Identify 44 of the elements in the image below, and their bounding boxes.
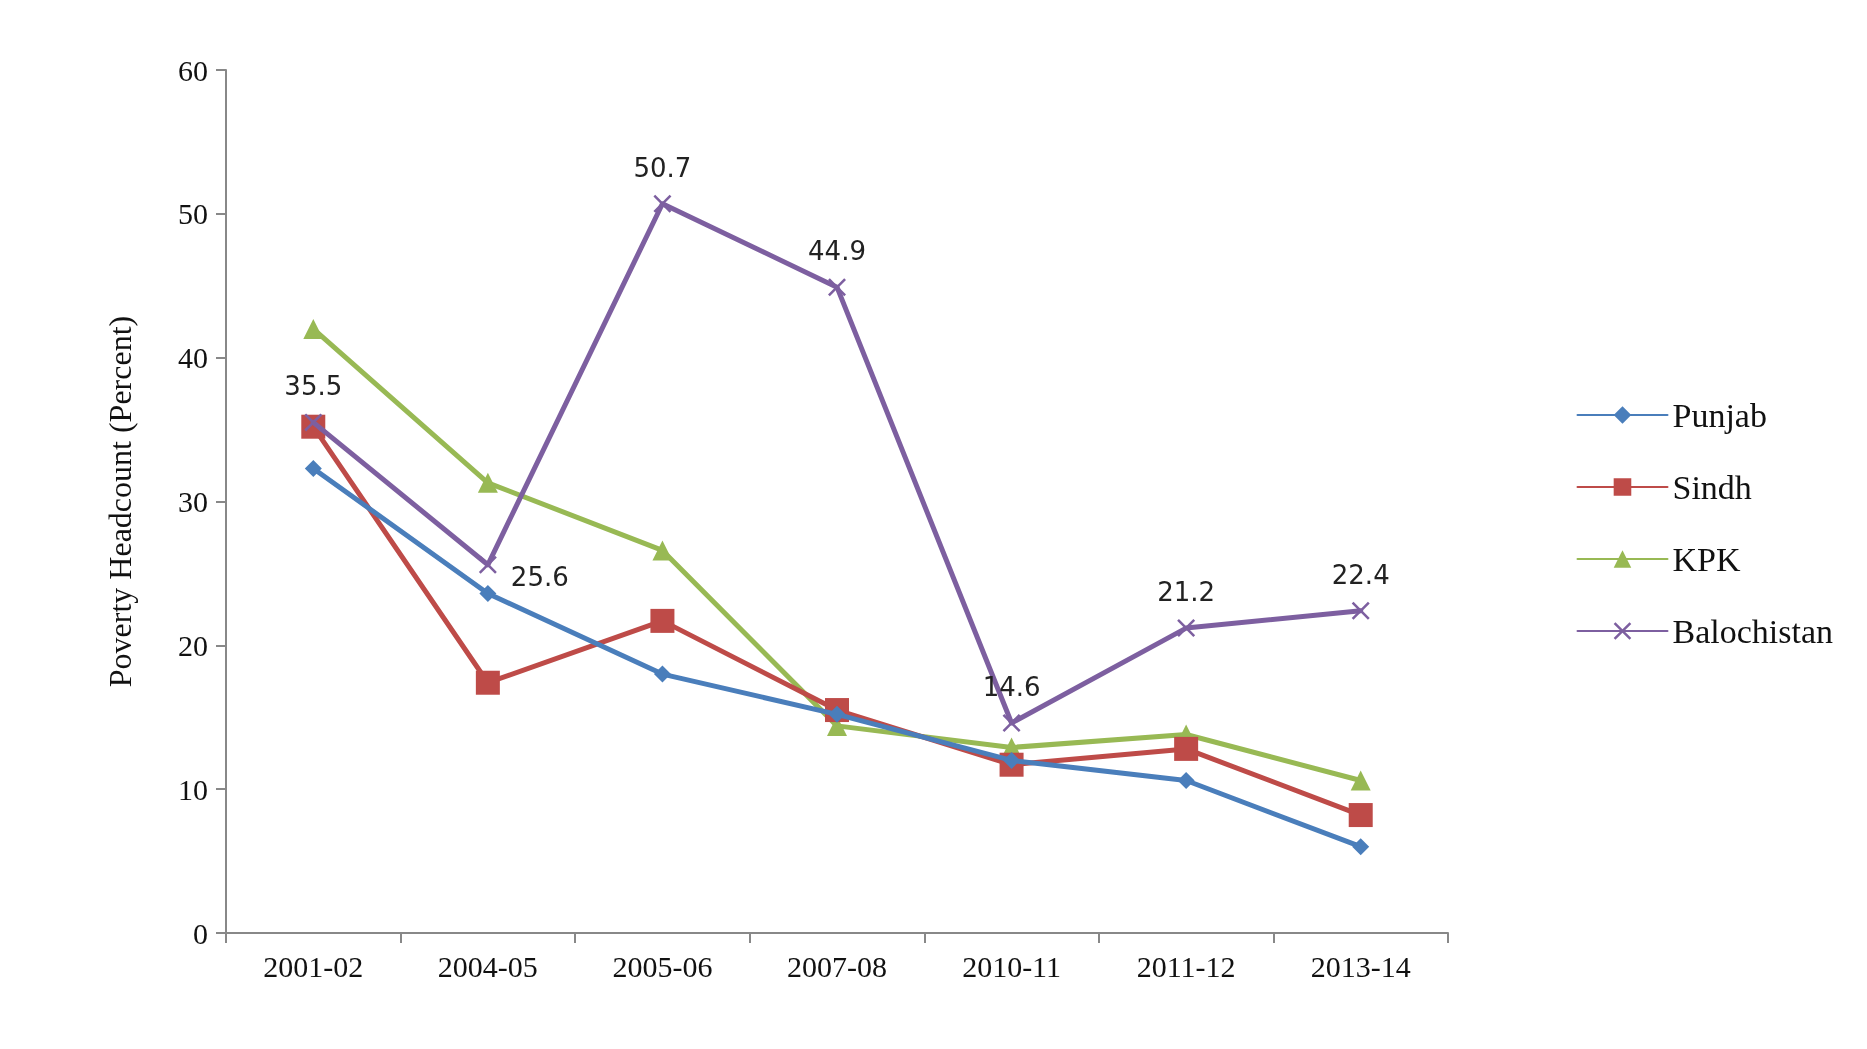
point: [653, 665, 671, 683]
data-label: 44.9: [808, 236, 866, 267]
legend-label: Balochistan: [1672, 612, 1834, 650]
data-label: 35.5: [284, 371, 343, 402]
x-tick-label: 2013-14: [1310, 949, 1411, 983]
point: [653, 194, 672, 213]
point: [650, 608, 675, 633]
point: [303, 318, 324, 339]
point: [477, 472, 498, 493]
data-label: 22.4: [1331, 559, 1390, 590]
point: [304, 459, 322, 477]
point: [1352, 838, 1370, 856]
data-label: 25.6: [510, 561, 569, 592]
x-tick-label: 2007-08: [787, 949, 887, 983]
legend-label: Punjab: [1672, 396, 1767, 434]
x-tick-label: 2011-12: [1136, 949, 1236, 983]
y-axis-title: Poverty Headcount (Percent): [102, 315, 138, 688]
point: [652, 540, 673, 561]
point: [1177, 772, 1195, 790]
y-tick-label: 60: [178, 53, 208, 87]
point: [1350, 770, 1371, 791]
x-tick-label: 2001-02: [263, 949, 364, 983]
point: [1174, 736, 1199, 761]
data-label: 21.2: [1157, 577, 1216, 608]
y-tick-label: 20: [178, 628, 208, 662]
legend-label: Sindh: [1672, 468, 1752, 506]
y-tick-label: 30: [178, 485, 208, 518]
point: [479, 585, 497, 603]
legend-label: KPK: [1672, 540, 1741, 578]
x-tick-label: 2004-05: [437, 949, 538, 983]
point: [1348, 803, 1373, 828]
point: [478, 555, 497, 574]
data-label: 50.7: [633, 152, 692, 183]
x-tick-label: 2010-11: [962, 949, 1062, 983]
y-tick-label: 50: [178, 197, 208, 231]
point: [1351, 601, 1370, 620]
point: [475, 670, 500, 695]
point: [1002, 714, 1021, 732]
point: [1177, 619, 1196, 638]
y-tick-label: 40: [178, 341, 208, 375]
point: [828, 278, 846, 297]
y-tick-label: 0: [193, 916, 208, 950]
x-tick-label: 2005-06: [612, 949, 713, 983]
y-tick-label: 10: [178, 772, 208, 806]
